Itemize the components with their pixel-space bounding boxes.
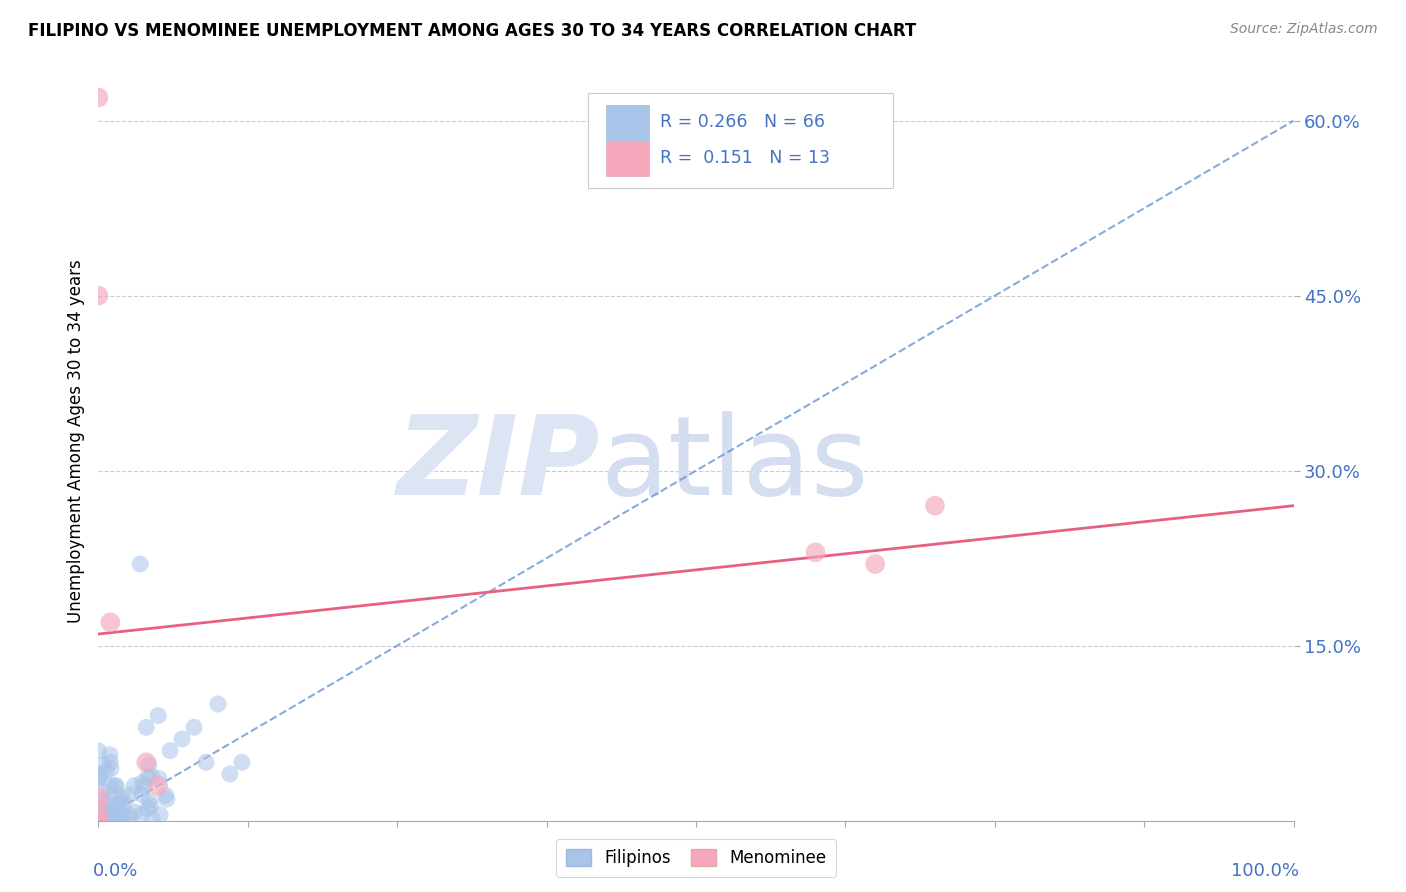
Point bbox=[87, 814, 110, 828]
Point bbox=[98, 747, 121, 762]
Point bbox=[141, 812, 163, 826]
Point bbox=[148, 779, 170, 793]
Point bbox=[183, 720, 205, 734]
Point bbox=[136, 770, 159, 784]
Point bbox=[89, 770, 111, 784]
Point bbox=[111, 790, 134, 805]
Y-axis label: Unemployment Among Ages 30 to 34 years: Unemployment Among Ages 30 to 34 years bbox=[66, 260, 84, 624]
Point bbox=[105, 803, 128, 817]
Point bbox=[231, 756, 253, 770]
Point bbox=[148, 772, 170, 786]
Point bbox=[98, 779, 122, 793]
Point bbox=[87, 802, 110, 816]
FancyBboxPatch shape bbox=[606, 105, 650, 140]
Point bbox=[103, 800, 125, 814]
Point bbox=[87, 772, 110, 786]
Point bbox=[131, 776, 153, 790]
Point bbox=[155, 789, 177, 803]
Point bbox=[159, 744, 181, 758]
Point bbox=[96, 804, 118, 818]
Point bbox=[131, 788, 153, 802]
Point bbox=[138, 757, 160, 772]
Point bbox=[87, 790, 110, 805]
Point bbox=[91, 805, 114, 820]
Point bbox=[104, 814, 127, 828]
Point bbox=[93, 758, 115, 772]
Point bbox=[804, 545, 827, 559]
Point bbox=[87, 289, 110, 303]
Point bbox=[124, 779, 146, 793]
Point bbox=[112, 797, 135, 812]
Point bbox=[156, 792, 179, 806]
Point bbox=[135, 720, 157, 734]
Point bbox=[103, 811, 125, 825]
Point bbox=[100, 762, 122, 776]
Point bbox=[141, 769, 163, 783]
Point bbox=[172, 731, 194, 746]
Point bbox=[96, 764, 118, 778]
Point bbox=[120, 788, 142, 802]
Point bbox=[87, 767, 110, 781]
Point bbox=[101, 806, 124, 821]
Point bbox=[124, 805, 146, 819]
Point bbox=[100, 806, 122, 821]
Point bbox=[105, 779, 128, 793]
Point bbox=[131, 807, 153, 822]
FancyBboxPatch shape bbox=[589, 93, 893, 187]
Point bbox=[98, 615, 122, 630]
Point bbox=[138, 794, 160, 808]
Text: ZIP: ZIP bbox=[396, 411, 600, 517]
Point bbox=[87, 90, 110, 104]
Legend: Filipinos, Menominee: Filipinos, Menominee bbox=[555, 838, 837, 877]
Point bbox=[195, 756, 218, 770]
Point bbox=[87, 805, 110, 819]
Point bbox=[924, 499, 946, 513]
Text: 100.0%: 100.0% bbox=[1232, 863, 1299, 880]
Point bbox=[98, 810, 121, 824]
Point bbox=[148, 708, 170, 723]
Text: FILIPINO VS MENOMINEE UNEMPLOYMENT AMONG AGES 30 TO 34 YEARS CORRELATION CHART: FILIPINO VS MENOMINEE UNEMPLOYMENT AMONG… bbox=[28, 22, 917, 40]
Point bbox=[129, 557, 152, 571]
Point bbox=[207, 697, 229, 711]
Text: Source: ZipAtlas.com: Source: ZipAtlas.com bbox=[1230, 22, 1378, 37]
Point bbox=[87, 814, 110, 828]
Text: atlas: atlas bbox=[600, 411, 869, 517]
Point bbox=[110, 795, 132, 809]
Point bbox=[107, 797, 129, 811]
Point bbox=[104, 779, 127, 793]
Point bbox=[136, 801, 159, 815]
Point bbox=[132, 779, 155, 793]
Point bbox=[110, 812, 132, 826]
Point bbox=[89, 811, 111, 825]
Point bbox=[118, 808, 141, 822]
Point bbox=[865, 557, 887, 571]
Point bbox=[103, 787, 125, 801]
Text: 0.0%: 0.0% bbox=[93, 863, 138, 880]
FancyBboxPatch shape bbox=[606, 141, 650, 177]
Point bbox=[139, 799, 162, 814]
Text: R = 0.266   N = 66: R = 0.266 N = 66 bbox=[661, 112, 825, 130]
Text: R =  0.151   N = 13: R = 0.151 N = 13 bbox=[661, 149, 830, 167]
Point bbox=[149, 808, 172, 822]
Point bbox=[111, 810, 134, 824]
Point bbox=[135, 756, 157, 770]
Point bbox=[91, 783, 114, 797]
Point bbox=[87, 814, 110, 828]
Point bbox=[94, 802, 117, 816]
Point bbox=[118, 811, 141, 825]
Point bbox=[93, 794, 115, 808]
Point bbox=[219, 767, 242, 781]
Point bbox=[96, 805, 118, 819]
Point bbox=[97, 794, 120, 808]
Point bbox=[100, 804, 122, 818]
Point bbox=[98, 756, 122, 770]
Point bbox=[87, 744, 110, 758]
